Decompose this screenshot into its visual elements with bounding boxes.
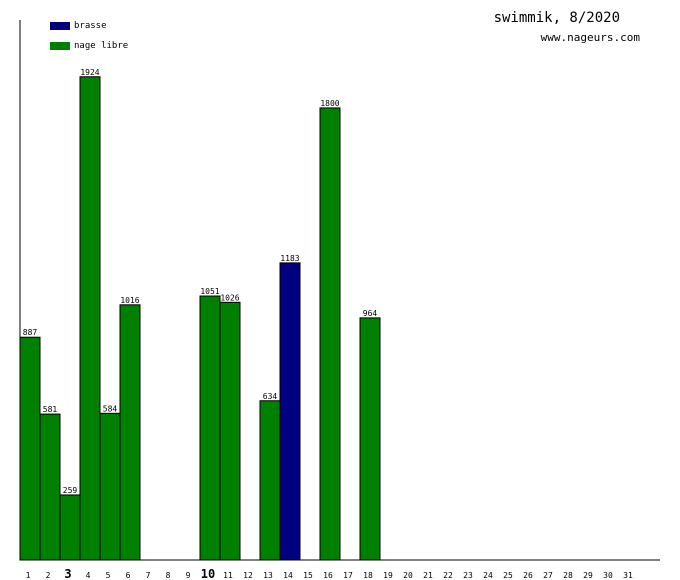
bar-value-label: 581 [43,405,58,414]
bar-value-label: 259 [63,486,78,495]
x-tick-label: 14 [283,571,293,580]
x-tick-label: 7 [146,571,151,580]
site-url: www.nageurs.com [540,31,640,44]
x-tick-label: 28 [563,571,573,580]
x-tick-label: 27 [543,571,553,580]
x-tick-label: 5 [106,571,111,580]
x-tick-label: 20 [403,571,413,580]
x-tick-label: 11 [223,571,233,580]
bar-nage-libre-4 [79,76,101,561]
legend-item-nage-libre: nage libre [50,36,128,56]
bar-value-label: 1026 [220,293,239,302]
bar-nage-libre-13 [259,400,281,561]
bar-nage-libre-16 [319,107,341,561]
bar-nage-libre-2 [39,413,61,561]
x-tick-label: 12 [243,571,253,580]
bar-value-label: 964 [363,309,378,318]
x-tick-label: 22 [443,571,453,580]
bars-group [19,76,381,561]
legend-label-nage-libre: nage libre [74,41,129,51]
x-tick-label: 10 [201,567,215,580]
x-tick-label: 1 [26,571,31,580]
bar-value-label: 1924 [80,68,99,77]
legend: brasse nage libre [50,16,128,56]
x-tick-label: 16 [323,571,333,580]
bar-brasse-14 [279,262,301,561]
x-tick-labels-group: 1 2 3 4 5 6 7 8 9 10 11 12 13 14 15 16 17 18 19 20 21 22 23 24 2… [26,567,633,580]
bar-value-label: 1016 [120,296,139,305]
legend-item-brasse: brasse [50,16,128,36]
bar-value-label: 1800 [320,99,339,108]
bar-nage-libre-6 [119,304,141,561]
bar-nage-libre-5 [99,412,121,561]
bar-nage-libre-1 [19,336,41,561]
x-tick-label: 24 [483,571,493,580]
bar-nage-libre-10 [199,295,221,561]
x-tick-label: 2 [46,571,51,580]
x-tick-label: 31 [623,571,633,580]
x-tick-label: 13 [263,571,273,580]
bar-nage-libre-18 [359,317,381,561]
x-tick-label: 3 [64,567,71,580]
x-tick-label: 23 [463,571,473,580]
x-tick-label: 8 [166,571,171,580]
x-tick-label: 4 [86,571,91,580]
chart-title: swimmik, 8/2020 [493,10,620,26]
bar-value-label: 1051 [200,287,219,296]
bar-value-label: 1183 [280,254,299,263]
x-tick-label: 25 [503,571,513,580]
x-tick-label: 9 [186,571,191,580]
x-tick-label: 17 [343,571,353,580]
legend-label-brasse: brasse [74,21,107,31]
legend-swatch-nage-libre [50,42,70,50]
x-tick-label: 15 [303,571,313,580]
bar-value-label: 584 [103,404,118,413]
bar-nage-libre-3 [59,494,81,561]
bar-nage-libre-11 [219,301,241,561]
bar-value-label: 634 [263,392,278,401]
x-tick-label: 29 [583,571,593,580]
x-tick-label: 6 [126,571,131,580]
bar-value-label: 887 [23,328,38,337]
x-tick-label: 18 [363,571,373,580]
x-tick-label: 21 [423,571,433,580]
x-tick-label: 19 [383,571,393,580]
x-tick-label: 30 [603,571,613,580]
x-tick-label: 26 [523,571,533,580]
legend-swatch-brasse [50,22,70,30]
